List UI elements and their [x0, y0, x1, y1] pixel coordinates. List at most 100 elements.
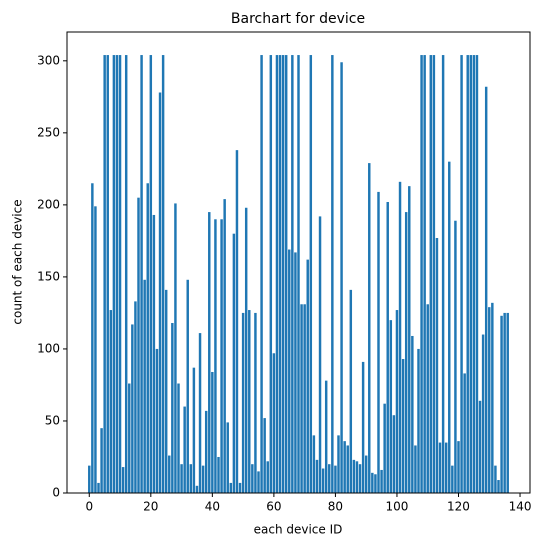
- bar: [128, 383, 131, 493]
- bar: [180, 464, 183, 493]
- chart-title: Barchart for device: [231, 11, 365, 27]
- bar: [343, 441, 346, 493]
- bar: [392, 415, 396, 493]
- x-tick-label: 20: [143, 500, 158, 514]
- bar: [121, 467, 125, 493]
- bar: [257, 471, 260, 493]
- bar: [389, 320, 393, 493]
- bar: [429, 55, 433, 494]
- bar: [506, 312, 509, 493]
- y-tick-label: 0: [52, 486, 60, 500]
- bar: [143, 279, 146, 493]
- bar: [217, 456, 220, 493]
- bar: [189, 464, 193, 493]
- bar: [134, 301, 137, 493]
- bar: [441, 55, 445, 494]
- bar: [361, 361, 365, 493]
- bar: [315, 459, 319, 493]
- bar: [324, 380, 328, 493]
- bar: [232, 233, 236, 493]
- y-axis-label: count of each device: [11, 199, 25, 324]
- bar: [414, 445, 417, 493]
- bar: [146, 183, 149, 493]
- bar: [386, 201, 389, 493]
- bar: [109, 310, 113, 493]
- bar: [291, 55, 294, 494]
- bar: [112, 55, 116, 494]
- bar: [131, 324, 134, 493]
- x-tick-label: 0: [85, 500, 93, 514]
- bar: [380, 469, 383, 493]
- plot-frame: [66, 31, 531, 494]
- bar: [472, 55, 476, 494]
- bar: [164, 289, 168, 493]
- bar: [346, 445, 349, 493]
- bar: [248, 310, 251, 493]
- bar: [137, 197, 140, 493]
- bar: [269, 55, 273, 494]
- bar: [220, 219, 223, 493]
- bar: [275, 55, 279, 494]
- bar: [198, 333, 202, 493]
- bar: [226, 422, 229, 493]
- bar: [208, 212, 211, 493]
- bar: [408, 186, 411, 493]
- bar: [334, 465, 337, 493]
- bar: [401, 359, 405, 493]
- bar: [331, 55, 334, 494]
- x-tick-label: 60: [266, 500, 281, 514]
- x-tick-label: 40: [205, 500, 220, 514]
- x-axis-label: each device ID: [254, 523, 343, 537]
- bar: [451, 465, 454, 493]
- bar: [161, 55, 165, 494]
- bar: [432, 55, 436, 494]
- bar: [349, 289, 353, 493]
- bar: [423, 55, 426, 494]
- bar: [149, 55, 153, 494]
- bar: [491, 302, 494, 493]
- bar: [340, 62, 343, 494]
- bar: [309, 55, 313, 494]
- bar: [177, 383, 180, 493]
- bar: [466, 55, 469, 494]
- bar: [321, 468, 325, 493]
- bar: [266, 461, 269, 493]
- bar: [155, 348, 159, 493]
- bar: [88, 465, 91, 493]
- bar: [223, 199, 226, 494]
- bar: [297, 55, 300, 494]
- bar: [337, 435, 340, 493]
- x-tick-label: 80: [328, 500, 343, 514]
- bar: [371, 472, 374, 493]
- bar: [358, 464, 362, 493]
- bar: [454, 220, 457, 494]
- bar: [328, 464, 331, 493]
- bar: [488, 307, 491, 493]
- bar: [278, 55, 282, 494]
- bar: [103, 55, 106, 494]
- bar: [152, 214, 156, 493]
- bar: [478, 400, 482, 493]
- bar: [171, 323, 174, 493]
- bar: [254, 312, 257, 493]
- y-tick-label: 250: [37, 125, 60, 139]
- bar: [444, 442, 448, 493]
- bar: [500, 315, 503, 493]
- bar: [195, 485, 199, 493]
- y-tick-label: 300: [37, 53, 60, 67]
- bar: [204, 410, 208, 493]
- bar: [484, 86, 488, 494]
- bar: [201, 465, 205, 493]
- bar: [294, 252, 297, 493]
- bar: [238, 482, 242, 493]
- bar: [94, 206, 97, 494]
- bar: [115, 55, 119, 494]
- y-tick-label: 50: [45, 413, 60, 427]
- bar: [374, 474, 377, 493]
- bar: [411, 335, 414, 493]
- bar: [288, 249, 291, 493]
- bar: [404, 212, 408, 493]
- bar: [481, 334, 485, 493]
- bar: [106, 55, 109, 494]
- bar: [398, 181, 402, 493]
